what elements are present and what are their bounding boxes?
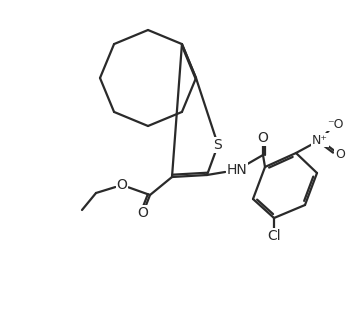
Text: Cl: Cl	[267, 229, 281, 243]
Text: HN: HN	[227, 163, 247, 177]
Text: S: S	[214, 138, 222, 152]
Text: O: O	[257, 131, 269, 145]
Text: O: O	[335, 149, 345, 161]
Text: O: O	[138, 206, 148, 220]
Text: N⁺: N⁺	[312, 133, 328, 146]
Text: ⁻O: ⁻O	[327, 117, 343, 130]
Text: O: O	[117, 178, 127, 192]
